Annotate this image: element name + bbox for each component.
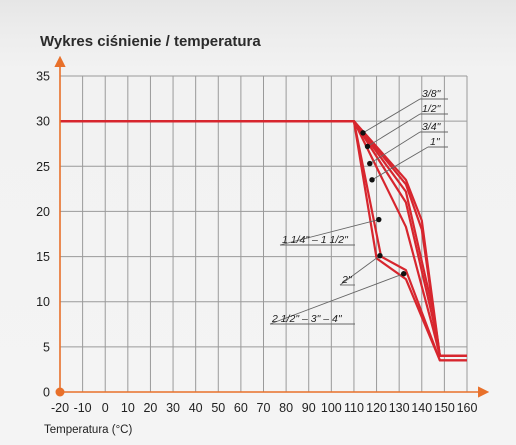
annotation-marker <box>377 252 383 259</box>
annotation-leader-line <box>339 255 381 286</box>
x-tick-label: 10 <box>121 401 135 415</box>
annotations: 3/8" 1/2" 3/4" 1" 1 1/4" – 1 1/2" 2" 2 1/2" – … <box>269 88 448 325</box>
annotation-marker <box>376 216 382 223</box>
x-tick-label: 80 <box>279 401 293 415</box>
axes <box>54 55 490 398</box>
annotation-label: 1" <box>430 136 441 148</box>
tick-labels: -20 -10 0 10 20 30 40 50 60 70 80 90 100 110 120 130 140… <box>36 70 477 416</box>
x-axis-title: Temperatura (°C) <box>44 424 132 436</box>
annotation-marker <box>369 177 375 183</box>
x-tick-label: 120 <box>366 401 387 415</box>
y-tick-label: 25 <box>36 160 50 174</box>
annotation-leader-line <box>369 131 421 164</box>
x-tick-label: 130 <box>389 401 410 415</box>
chart-title: Wykres ciśnienie / temperatura <box>40 33 261 50</box>
x-tick-label: 70 <box>257 401 271 415</box>
series-group <box>60 120 467 362</box>
x-tick-label: 50 <box>211 401 225 415</box>
x-tick-label: 110 <box>344 401 364 415</box>
x-tick-label: -10 <box>74 401 92 415</box>
x-tick-label: 0 <box>102 401 109 415</box>
y-tick-label: 0 <box>43 386 50 400</box>
x-tick-label: 100 <box>321 401 342 415</box>
annotation-leader-line <box>371 146 429 181</box>
y-tick-label: 10 <box>36 295 50 309</box>
annotation-label: 3/4" <box>422 121 442 133</box>
annotation-label: 1/2" <box>422 103 442 115</box>
x-tick-label: 40 <box>189 401 203 415</box>
annotation-marker <box>360 130 366 136</box>
x-tick-label: 30 <box>166 401 180 415</box>
y-tick-label: 35 <box>36 70 50 84</box>
annotation-label: 3/8" <box>422 88 442 100</box>
y-tick-label: 20 <box>36 205 50 219</box>
x-tick-label: 60 <box>234 401 248 415</box>
annotation-label: 2 1/2" – 3" – 4" <box>271 313 343 325</box>
x-tick-label: 20 <box>143 401 157 415</box>
annotation-leader-line <box>362 98 421 134</box>
annotation-leader-line <box>269 273 404 325</box>
y-tick-label: 30 <box>36 115 50 129</box>
x-tick-label: -20 <box>51 401 69 415</box>
x-tick-label: 150 <box>434 401 455 415</box>
grid <box>60 75 468 392</box>
x-tick-label: 90 <box>302 401 316 415</box>
annotation-label: 2" <box>341 274 353 286</box>
y-tick-label: 15 <box>36 250 50 264</box>
y-tick-label: 5 <box>43 340 50 354</box>
annotation-leader-line <box>279 219 379 246</box>
series-line <box>60 120 467 362</box>
origin-marker <box>55 387 65 397</box>
x-tick-label: 140 <box>411 401 432 415</box>
annotation-marker <box>364 143 371 150</box>
annotation-marker <box>400 271 407 277</box>
annotation-label: 1 1/4" – 1 1/2" <box>282 234 349 246</box>
annotation-leader-line <box>367 113 421 147</box>
annotation-marker <box>367 160 373 167</box>
x-tick-label: 160 <box>457 401 478 415</box>
